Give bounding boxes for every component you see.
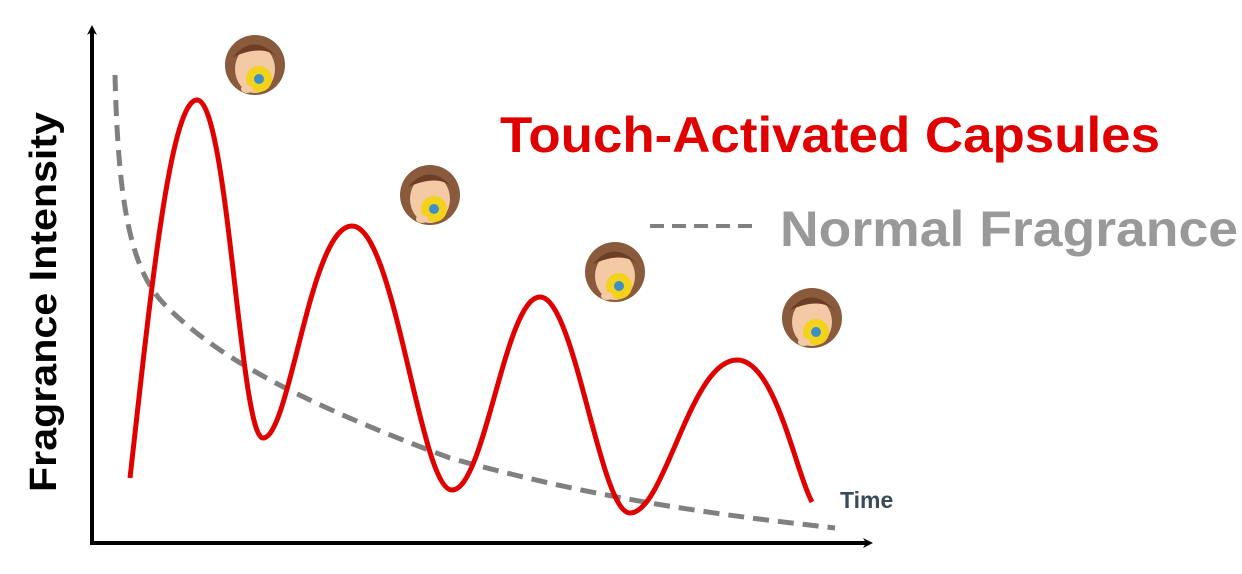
normal-curve [112, 74, 836, 531]
face-icon [225, 35, 285, 95]
y-axis-label: Fragrance Intensity [23, 112, 65, 492]
face-icon [585, 242, 645, 302]
face-icon [400, 165, 460, 225]
face-icon [782, 288, 842, 348]
legend-normal: Normal Fragrance [780, 201, 1238, 257]
touch-curve [127, 97, 815, 516]
legend-touch: Touch-Activated Capsules [500, 107, 1160, 163]
x-axis-label: Time [840, 487, 893, 513]
